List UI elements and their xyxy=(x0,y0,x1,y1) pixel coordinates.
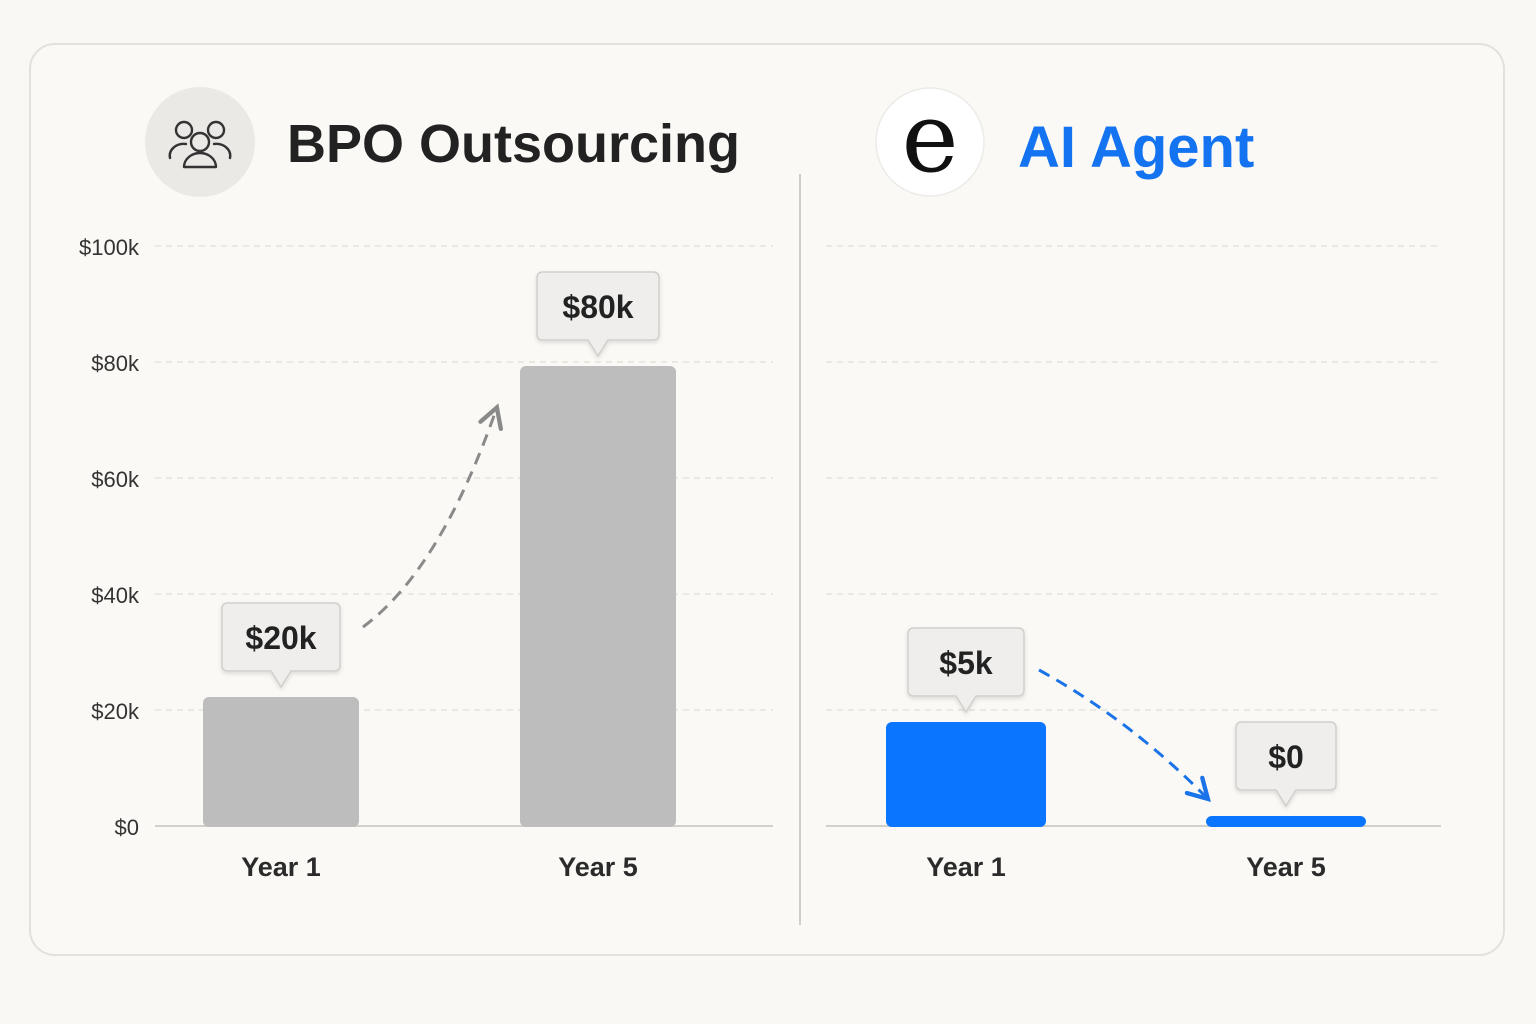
x-tick-label: Year 5 xyxy=(558,852,638,882)
y-tick-label: $40k xyxy=(91,583,140,608)
value-callout xyxy=(536,271,660,358)
data-label: $5k xyxy=(939,645,993,681)
bar-year-5 xyxy=(1206,816,1366,827)
y-tick-label: $20k xyxy=(91,699,140,724)
y-tick-label: $100k xyxy=(79,235,140,260)
data-label: $20k xyxy=(245,620,316,656)
x-tick-label: Year 5 xyxy=(1246,852,1326,882)
bar-year-1 xyxy=(886,722,1046,827)
letter-e-logo-icon: e xyxy=(902,82,959,194)
data-label: $0 xyxy=(1268,739,1304,775)
callout-box xyxy=(536,271,660,358)
x-tick-label: Year 1 xyxy=(926,852,1006,882)
y-tick-label: $0 xyxy=(115,815,139,840)
callout-box xyxy=(1235,721,1337,808)
y-tick-label: $60k xyxy=(91,467,140,492)
callout-box xyxy=(907,627,1025,714)
bpo-header: BPO Outsourcing xyxy=(145,87,740,197)
ai-agent-header: e AI Agent xyxy=(875,82,1254,197)
bar-year-5 xyxy=(520,366,676,827)
y-tick-label: $80k xyxy=(91,351,140,376)
callout-box xyxy=(221,602,341,689)
trend-arrow-up xyxy=(362,403,503,629)
people-group-icon xyxy=(168,120,232,169)
data-label: $80k xyxy=(562,289,633,325)
ai-logo-badge xyxy=(875,87,985,197)
value-callout xyxy=(907,627,1025,714)
x-tick-label: Year 1 xyxy=(241,852,321,882)
ai-agent-title: AI Agent xyxy=(1018,115,1254,180)
value-callout xyxy=(1235,721,1337,808)
trend-arrow-down xyxy=(1038,668,1211,803)
value-callout xyxy=(221,602,341,689)
bpo-title: BPO Outsourcing xyxy=(287,114,740,174)
bpo-icon-badge xyxy=(145,87,255,197)
bar-year-1 xyxy=(203,697,359,827)
